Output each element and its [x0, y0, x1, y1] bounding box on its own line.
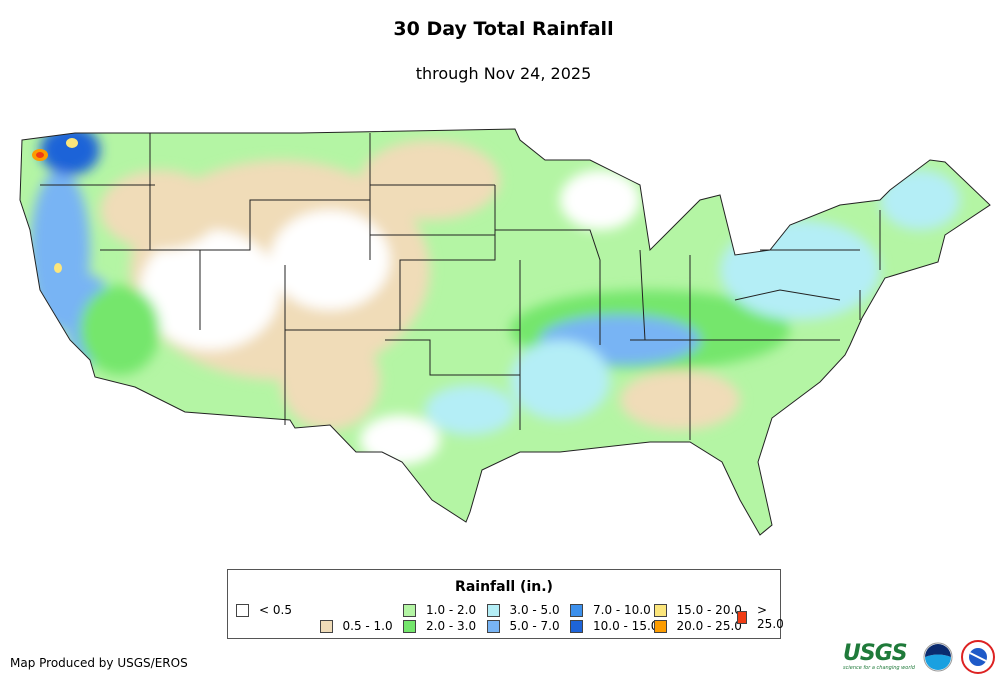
legend-label: 5.0 - 7.0 [509, 619, 560, 633]
legend-item: > 25.0 [737, 603, 787, 631]
usgs-logo: USGS science for a changing world [843, 641, 915, 672]
noaa-logo [923, 642, 953, 672]
legend-item: 10.0 - 15.0 [570, 619, 658, 633]
legend-label: 20.0 - 25.0 [676, 619, 742, 633]
us-rainfall-map [19, 128, 991, 536]
legend-label: 0.5 - 1.0 [342, 619, 393, 633]
legend-label: 3.0 - 5.0 [509, 603, 560, 617]
legend-swatch [236, 603, 249, 617]
nws-logo [960, 640, 995, 674]
map-subtitle: through Nov 24, 2025 [415, 64, 592, 83]
legend-swatch [653, 603, 667, 617]
legend: Rainfall (in.) < 0.5 0.5 - 1.0 1.0 - 2.0 2.… [227, 569, 784, 639]
legend-swatch [486, 603, 500, 617]
legend-label: > 25.0 [757, 603, 784, 631]
legend-item: 15.0 - 20.0 [653, 603, 742, 617]
legend-swatch [570, 619, 583, 633]
legend-swatch [737, 610, 748, 624]
legend-item: 3.0 - 5.0 [486, 603, 560, 617]
legend-label: 10.0 - 15.0 [593, 619, 659, 633]
legend-item: 5.0 - 7.0 [486, 619, 560, 633]
legend-item: 2.0 - 3.0 [403, 619, 476, 633]
legend-swatch [319, 619, 333, 633]
agency-logos: USGS science for a changing world [843, 640, 995, 674]
legend-swatch [570, 603, 583, 617]
legend-swatch [486, 619, 500, 633]
legend-swatch [403, 619, 416, 633]
credit-text: Map Produced by USGS/EROS [10, 656, 188, 670]
legend-title: Rainfall (in.) [455, 579, 553, 595]
legend-label: 15.0 - 20.0 [676, 603, 742, 617]
legend-label: 1.0 - 2.0 [426, 603, 477, 617]
legend-item: 7.0 - 10.0 [570, 603, 651, 617]
state-borders [19, 128, 991, 536]
legend-item: 20.0 - 25.0 [653, 619, 742, 633]
legend-label: 7.0 - 10.0 [593, 603, 651, 617]
map-title: 30 Day Total Rainfall [393, 18, 614, 40]
legend-label: 2.0 - 3.0 [426, 619, 477, 633]
legend-item: 1.0 - 2.0 [403, 603, 476, 617]
legend-label: < 0.5 [259, 603, 292, 617]
legend-item: 0.5 - 1.0 [319, 619, 393, 633]
legend-swatch [653, 619, 667, 633]
legend-swatch [403, 603, 416, 617]
legend-item: < 0.5 [236, 603, 292, 617]
